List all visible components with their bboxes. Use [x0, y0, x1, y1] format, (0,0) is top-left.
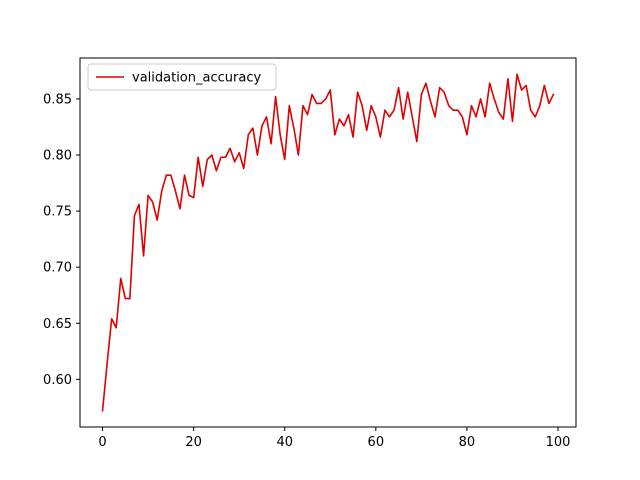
y-tick-label: 0.70	[43, 261, 72, 276]
y-tick-label: 0.60	[43, 373, 72, 388]
plot-area	[101, 73, 555, 412]
series-line-0	[101, 73, 555, 412]
x-tick-label: 100	[546, 435, 571, 450]
axes-frame	[79, 57, 577, 428]
x-tick-label: 40	[276, 435, 293, 450]
axes: 0 20 40 60 80 100 0.60 0.65 0.70 0.75 0.80 0.85	[43, 57, 577, 450]
legend-box	[87, 63, 277, 91]
y-tick-label: 0.85	[43, 92, 72, 107]
legend: validation_accuracy	[87, 63, 277, 91]
y-tick-label: 0.65	[43, 317, 72, 332]
x-tick-label: 20	[185, 435, 202, 450]
y-tick-label: 0.80	[43, 149, 72, 164]
y-tick-label: 0.75	[43, 205, 72, 220]
x-tick-label: 60	[368, 435, 385, 450]
legend-label-0: validation_accuracy	[132, 71, 261, 86]
x-tick-label: 80	[459, 435, 476, 450]
x-tick-label: 0	[98, 435, 106, 450]
